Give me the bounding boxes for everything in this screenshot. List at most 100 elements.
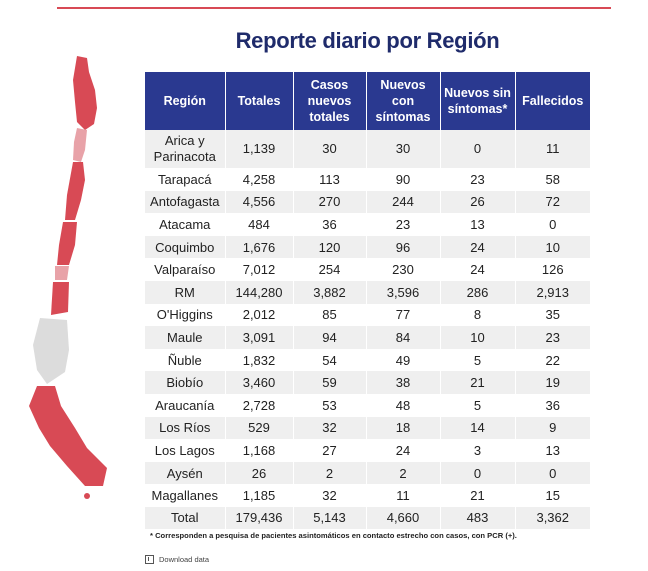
cell-fallecidos: 10 bbox=[515, 235, 590, 259]
table-row: O'Higgins 2,012 85 77 8 35 bbox=[145, 303, 590, 327]
cell-region: Araucanía bbox=[145, 393, 226, 417]
cell-sin: 23 bbox=[440, 168, 516, 191]
map-antofagasta bbox=[65, 162, 85, 220]
cell-totales: 1,676 bbox=[225, 235, 294, 259]
cell-con: 48 bbox=[366, 393, 441, 417]
cell-region: Coquimbo bbox=[145, 235, 226, 259]
header-casos-nuevos: Casos nuevos totales bbox=[293, 72, 367, 130]
footnote: * Corresponden a pesquisa de pacientes a… bbox=[150, 531, 517, 540]
cell-fallecidos: 19 bbox=[515, 371, 590, 394]
cell-region: Magallanes bbox=[145, 484, 226, 507]
cell-region: Antofagasta bbox=[145, 190, 226, 214]
cell-con: 24 bbox=[366, 439, 441, 462]
header-fallecidos: Fallecidos bbox=[515, 72, 590, 130]
cell-fallecidos: 11 bbox=[515, 130, 590, 168]
cell-fallecidos: 72 bbox=[515, 190, 590, 214]
cell-casos: 85 bbox=[293, 303, 367, 327]
cell-totales: 1,185 bbox=[225, 484, 294, 507]
cell-totales: 144,280 bbox=[225, 280, 294, 304]
cell-fallecidos: 2,913 bbox=[515, 280, 590, 304]
cell-con: 11 bbox=[366, 484, 441, 507]
cell-con: 244 bbox=[366, 190, 441, 214]
header-totales: Totales bbox=[225, 72, 294, 130]
table-row: Arica y Parinacota 1,139 30 30 0 11 bbox=[145, 130, 590, 168]
map-north-red bbox=[73, 56, 97, 130]
header-region: Región bbox=[145, 72, 226, 130]
cell-sin: 14 bbox=[440, 416, 516, 440]
table-row: Biobío 3,460 59 38 21 19 bbox=[145, 371, 590, 394]
total-fallecidos: 3,362 bbox=[515, 506, 590, 529]
cell-sin: 286 bbox=[440, 280, 516, 304]
cell-casos: 32 bbox=[293, 416, 367, 440]
map-central bbox=[51, 282, 69, 315]
cell-totales: 4,556 bbox=[225, 190, 294, 214]
table-row: Maule 3,091 94 84 10 23 bbox=[145, 326, 590, 349]
cell-totales: 484 bbox=[225, 213, 294, 236]
cell-fallecidos: 9 bbox=[515, 416, 590, 440]
cell-totales: 3,460 bbox=[225, 371, 294, 394]
table-header: Región Totales Casos nuevos totales Nuev… bbox=[145, 72, 590, 130]
cell-casos: 254 bbox=[293, 258, 367, 281]
cell-sin: 0 bbox=[440, 461, 516, 485]
cell-region: Los Ríos bbox=[145, 416, 226, 440]
total-row: Total 179,436 5,143 4,660 483 3,362 bbox=[145, 506, 590, 529]
table-row: Ñuble 1,832 54 49 5 22 bbox=[145, 348, 590, 372]
cell-fallecidos: 58 bbox=[515, 168, 590, 191]
cell-sin: 21 bbox=[440, 371, 516, 394]
total-label: Total bbox=[145, 506, 226, 529]
region-table: Región Totales Casos nuevos totales Nuev… bbox=[145, 72, 590, 529]
cell-sin: 24 bbox=[440, 258, 516, 281]
cell-totales: 1,168 bbox=[225, 439, 294, 462]
table-row: Atacama 484 36 23 13 0 bbox=[145, 213, 590, 236]
cell-totales: 2,012 bbox=[225, 303, 294, 327]
cell-casos: 120 bbox=[293, 235, 367, 259]
cell-totales: 1,139 bbox=[225, 130, 294, 168]
cell-fallecidos: 0 bbox=[515, 213, 590, 236]
map-tarapaca bbox=[73, 128, 87, 162]
cell-fallecidos: 15 bbox=[515, 484, 590, 507]
table-row: Los Lagos 1,168 27 24 3 13 bbox=[145, 439, 590, 462]
cell-totales: 7,012 bbox=[225, 258, 294, 281]
cell-region: Maule bbox=[145, 326, 226, 349]
cell-con: 230 bbox=[366, 258, 441, 281]
map-coquimbo bbox=[55, 266, 69, 280]
cell-fallecidos: 22 bbox=[515, 348, 590, 372]
cell-fallecidos: 35 bbox=[515, 303, 590, 327]
cell-casos: 54 bbox=[293, 348, 367, 372]
table-row: Valparaíso 7,012 254 230 24 126 bbox=[145, 258, 590, 281]
cell-region: Arica y Parinacota bbox=[145, 130, 226, 168]
cell-totales: 1,832 bbox=[225, 348, 294, 372]
cell-sin: 0 bbox=[440, 130, 516, 168]
map-central-grey bbox=[33, 318, 69, 384]
cell-region: RM bbox=[145, 280, 226, 304]
cell-region: Atacama bbox=[145, 213, 226, 236]
cell-con: 18 bbox=[366, 416, 441, 440]
cell-sin: 10 bbox=[440, 326, 516, 349]
cell-con: 3,596 bbox=[366, 280, 441, 304]
cell-casos: 53 bbox=[293, 393, 367, 417]
cell-casos: 30 bbox=[293, 130, 367, 168]
cell-con: 90 bbox=[366, 168, 441, 191]
total-totales: 179,436 bbox=[225, 506, 294, 529]
table-row: Antofagasta 4,556 270 244 26 72 bbox=[145, 190, 590, 214]
cell-con: 2 bbox=[366, 461, 441, 485]
map-atacama bbox=[57, 222, 77, 265]
table-row: Magallanes 1,185 32 11 21 15 bbox=[145, 484, 590, 507]
cell-region: Tarapacá bbox=[145, 168, 226, 191]
top-divider bbox=[57, 7, 611, 9]
download-data-link[interactable]: Download data bbox=[145, 555, 209, 564]
cell-casos: 36 bbox=[293, 213, 367, 236]
cell-casos: 113 bbox=[293, 168, 367, 191]
cell-totales: 529 bbox=[225, 416, 294, 440]
cell-con: 96 bbox=[366, 235, 441, 259]
cell-totales: 4,258 bbox=[225, 168, 294, 191]
total-sin: 483 bbox=[440, 506, 516, 529]
cell-region: Los Lagos bbox=[145, 439, 226, 462]
cell-sin: 8 bbox=[440, 303, 516, 327]
cell-casos: 27 bbox=[293, 439, 367, 462]
table-row: Coquimbo 1,676 120 96 24 10 bbox=[145, 235, 590, 259]
cell-region: Valparaíso bbox=[145, 258, 226, 281]
table-row: RM 144,280 3,882 3,596 286 2,913 bbox=[145, 280, 590, 304]
table-row: Araucanía 2,728 53 48 5 36 bbox=[145, 393, 590, 417]
cell-con: 30 bbox=[366, 130, 441, 168]
